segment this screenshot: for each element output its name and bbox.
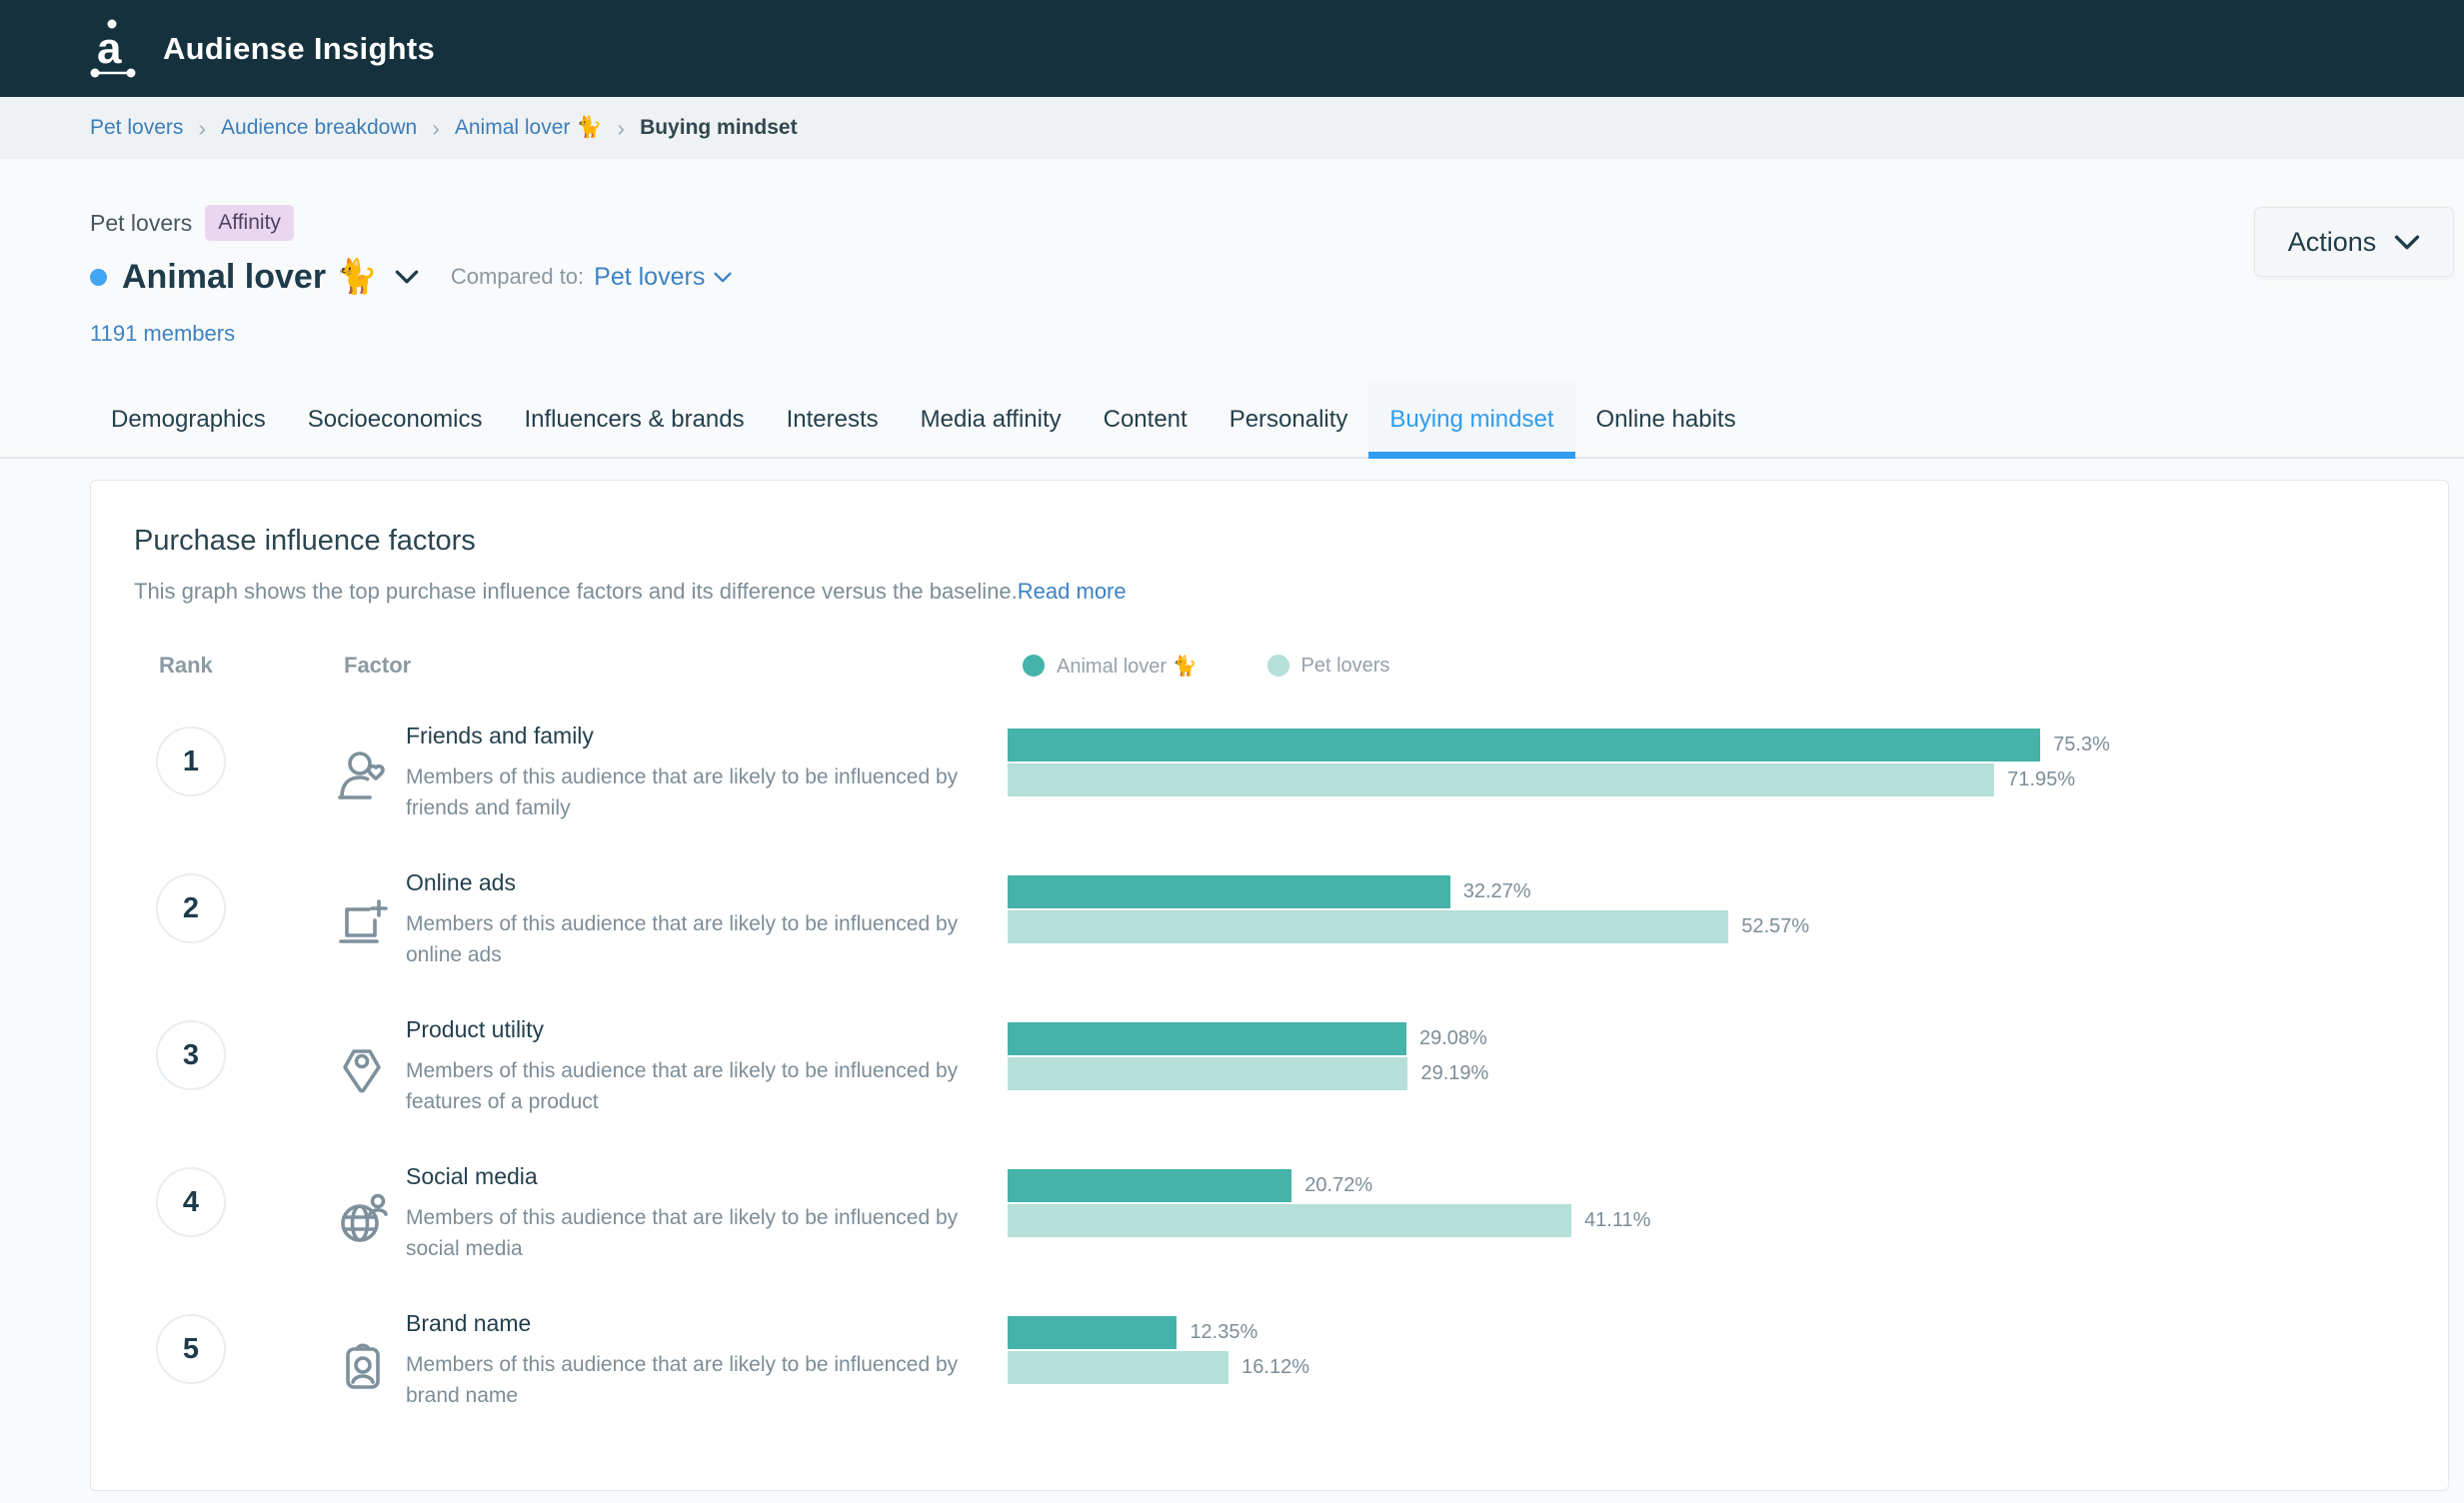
breadcrumb-link[interactable]: Pet lovers [90, 116, 184, 139]
baseline-bar [1008, 1057, 1408, 1090]
rank-badge: 1 [156, 727, 226, 796]
tab-online-habits[interactable]: Online habits [1595, 406, 1736, 433]
legend-label: Animal lover 🐈 [1057, 655, 1198, 678]
baseline-bar-value: 16.12% [1241, 1356, 1309, 1378]
audience-header: Pet lovers Affinity Animal lover 🐈 Compa… [0, 159, 2464, 347]
primary-bar [1008, 1169, 1292, 1202]
purchase-influence-card: Purchase influence factors This graph sh… [90, 480, 2449, 1491]
segment-color-dot [90, 268, 107, 286]
globe-user-icon [331, 1187, 395, 1251]
factor-row: 3 Product utility Members of this audien… [134, 1014, 2405, 1161]
breadcrumb-link[interactable]: Audience breakdown [221, 116, 418, 139]
factor-description: Members of this audience that are likely… [406, 1059, 959, 1113]
baseline-bar-value: 52.57% [1741, 915, 1810, 937]
baseline-bar [1008, 910, 1729, 943]
primary-bar [1008, 1022, 1406, 1055]
factor-description: Members of this audience that are likely… [406, 912, 959, 966]
tab-media-affinity[interactable]: Media affinity [920, 406, 1062, 433]
factor-title: Friends and family [406, 723, 594, 749]
factor-row: 5 Brand name Members of this audience th… [134, 1308, 2405, 1455]
factor-column-header: Factor [344, 653, 412, 678]
rank-badge: 4 [156, 1167, 226, 1237]
factor-description: Members of this audience that are likely… [406, 765, 959, 819]
chart-legend: Animal lover 🐈 Pet lovers [1023, 654, 2405, 679]
chevron-right-icon: › [617, 114, 626, 141]
primary-bar [1008, 875, 1450, 908]
parent-audience-name: Pet lovers [90, 209, 193, 236]
tab-content[interactable]: Content [1103, 406, 1188, 433]
primary-bar-value: 12.35% [1190, 1321, 1258, 1343]
legend-label: Pet lovers [1300, 654, 1390, 677]
chart-header: Rank Factor Animal lover 🐈 Pet lovers [134, 653, 2405, 679]
tab-buying-mindset[interactable]: Buying mindset [1368, 381, 1575, 459]
factor-rows: 1 Friends and family Members of this aud… [134, 721, 2405, 1455]
primary-bar-value: 75.3% [2053, 734, 2110, 755]
tab-demographics[interactable]: Demographics [111, 406, 266, 433]
legend-dot-icon [1266, 655, 1289, 677]
factor-row: 1 Friends and family Members of this aud… [134, 721, 2405, 867]
legend-item: Pet lovers [1266, 654, 1390, 679]
tab-personality[interactable]: Personality [1229, 406, 1348, 433]
breadcrumb-current: Buying mindset [640, 116, 798, 139]
breadcrumb: Pet lovers › Audience breakdown › Animal lov… [0, 97, 2464, 159]
badge-user-icon [331, 1334, 395, 1398]
baseline-bar-value: 29.19% [1420, 1062, 1489, 1084]
rank-badge: 2 [156, 873, 226, 943]
primary-bar [1008, 729, 2041, 761]
members-count-link[interactable]: 1191 members [90, 321, 236, 346]
primary-bar-value: 32.27% [1462, 880, 1531, 902]
baseline-bar-value: 41.11% [1584, 1209, 1651, 1231]
baseline-bar [1008, 1351, 1230, 1384]
factor-title: Social media [406, 1163, 538, 1189]
card-description: This graph shows the top purchase influe… [134, 579, 1127, 604]
segment-chevron-down-icon[interactable] [395, 270, 419, 284]
primary-bar [1008, 1316, 1178, 1349]
audiense-logo-icon[interactable]: a [90, 18, 136, 80]
factor-title: Product utility [406, 1016, 545, 1042]
page-title: Animal lover 🐈 [122, 258, 378, 296]
chevron-down-icon [2394, 235, 2420, 250]
primary-bar-value: 29.08% [1418, 1027, 1487, 1049]
breadcrumb-link[interactable]: Animal lover 🐈 [454, 116, 603, 139]
legend-item: Animal lover 🐈 [1023, 654, 1198, 679]
app-title: Audiense Insights [163, 30, 436, 66]
compared-to-label: Compared to: [450, 264, 585, 289]
tab-interests[interactable]: Interests [786, 406, 879, 433]
factor-description: Members of this audience that are likely… [406, 1206, 959, 1260]
legend-dot-icon [1023, 655, 1045, 677]
rank-badge: 5 [156, 1314, 226, 1384]
user-heart-icon [331, 747, 395, 810]
top-navigation-bar: a Audiense Insights [0, 0, 2464, 97]
svg-text:a: a [97, 24, 122, 73]
factor-title: Brand name [406, 1310, 532, 1336]
tab-influencers-brands[interactable]: Influencers & brands [524, 406, 745, 433]
factor-title: Online ads [406, 869, 516, 895]
read-more-link[interactable]: Read more [1017, 579, 1127, 604]
affinity-badge: Affinity [205, 205, 294, 241]
baseline-bar [1008, 1204, 1572, 1237]
screen-plus-icon [331, 893, 395, 957]
chevron-right-icon: › [432, 114, 440, 141]
tag-icon [331, 1040, 395, 1104]
factor-row: 4 Social media Members of this audience … [134, 1161, 2405, 1308]
baseline-bar-value: 71.95% [2007, 768, 2075, 790]
factor-row: 2 Online ads Members of this audience th… [134, 867, 2405, 1014]
section-tabs: Demographics Socioeconomics Influencers & … [0, 381, 2464, 459]
baseline-bar [1008, 763, 1995, 796]
actions-button[interactable]: Actions [2254, 207, 2454, 277]
chevron-down-icon [714, 272, 732, 283]
factor-description: Members of this audience that are likely… [406, 1353, 959, 1407]
primary-bar-value: 20.72% [1304, 1174, 1373, 1196]
rank-column-header: Rank [159, 653, 213, 678]
compared-to-dropdown[interactable]: Pet lovers [594, 263, 732, 292]
rank-badge: 3 [156, 1020, 226, 1090]
card-title: Purchase influence factors [134, 525, 476, 557]
chevron-right-icon: › [198, 114, 207, 141]
tab-socioeconomics[interactable]: Socioeconomics [307, 406, 483, 433]
